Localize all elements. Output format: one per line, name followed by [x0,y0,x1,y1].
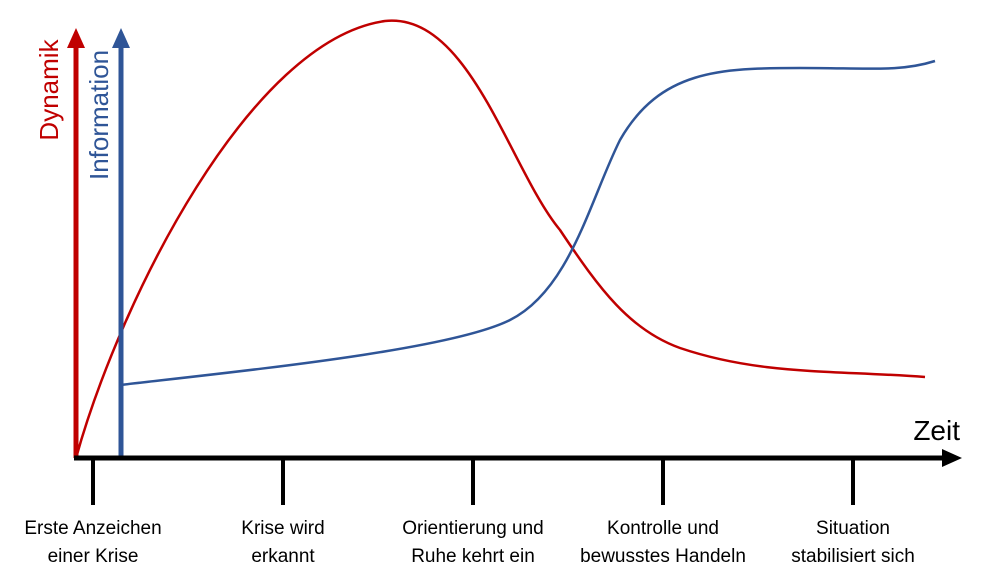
information-arrow [112,28,130,48]
phases: Erste Anzeichen einer Krise Krise wird erka… [24,458,915,567]
phase-label: bewusstes Handeln [580,546,746,567]
phase-label: erkannt [251,546,315,567]
phase-label: stabilisiert sich [791,546,915,567]
phase-label: Situation [816,518,890,539]
phase-label: Krise wird [241,518,324,539]
phase-label: einer Krise [48,546,139,567]
information-label: Information [84,50,114,180]
dynamics-label: Dynamik [34,38,64,140]
information-curve [119,59,936,387]
time-label: Zeit [913,415,960,446]
phase-label: Ruhe kehrt ein [411,546,535,567]
phase-label: Kontrolle und [607,518,719,539]
dynamics-curve [74,19,926,459]
phase-label: Erste Anzeichen [24,518,161,539]
time-arrow [942,449,962,467]
dynamics-arrow [67,28,85,48]
phase-label: Orientierung und [402,518,544,539]
